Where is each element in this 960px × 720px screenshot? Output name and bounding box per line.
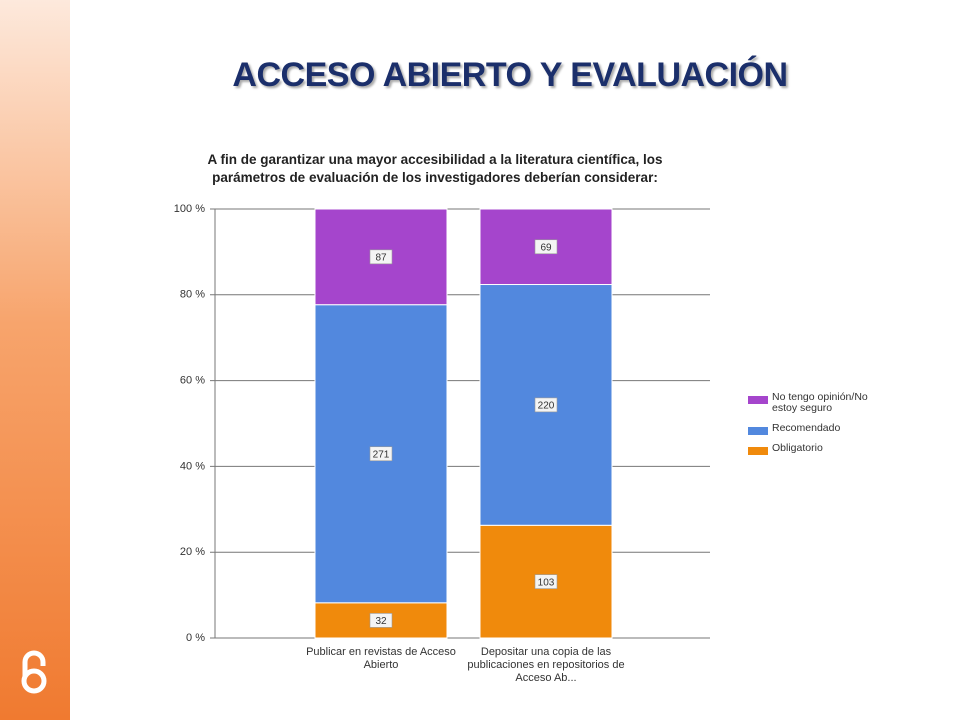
chart-title: A fin de garantizar una mayor accesibili… xyxy=(207,152,663,185)
data-label: 69 xyxy=(540,242,552,253)
data-label-box xyxy=(369,249,393,265)
legend-swatch xyxy=(748,427,768,435)
legend-label: No tengo opinión/No estoy seguro xyxy=(772,391,868,414)
data-label: 87 xyxy=(375,252,387,263)
data-label: 220 xyxy=(538,401,555,412)
open-access-icon xyxy=(21,650,47,694)
data-label-box xyxy=(369,446,393,462)
legend-label: Recomendado xyxy=(772,422,841,434)
legend-swatch xyxy=(748,447,768,455)
data-label: 271 xyxy=(373,449,390,460)
y-tick-label: 100 % xyxy=(174,203,205,215)
data-label-box xyxy=(534,239,558,255)
x-tick-label: Publicar en revistas de Acceso Abierto xyxy=(306,646,456,671)
x-tick-label: Depositar una copia de las publicaciones… xyxy=(467,646,625,684)
y-tick-label: 80 % xyxy=(180,289,205,301)
y-tick-label: 20 % xyxy=(180,546,205,558)
data-label-box xyxy=(534,574,558,589)
data-label: 32 xyxy=(375,616,387,627)
y-tick-label: 60 % xyxy=(180,375,205,387)
legend-swatch xyxy=(748,396,768,404)
slide-title: ACCESO ABIERTO Y EVALUACIÓN xyxy=(232,56,788,94)
legend-label: Obligatorio xyxy=(772,442,823,454)
y-tick-label: 40 % xyxy=(180,460,205,472)
data-label-box xyxy=(369,613,393,628)
side-strip xyxy=(0,0,70,720)
y-tick-label: 0 % xyxy=(186,632,205,644)
data-label-box xyxy=(534,397,558,413)
data-label: 103 xyxy=(538,577,555,588)
